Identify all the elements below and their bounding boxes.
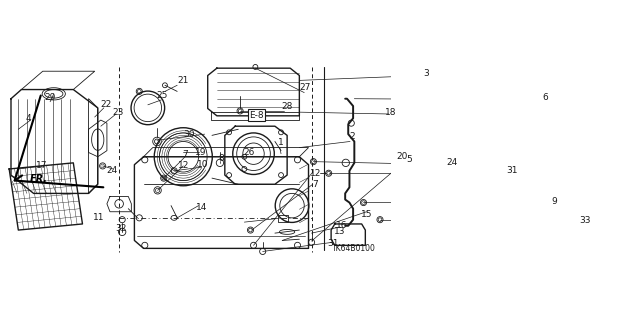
Text: 13: 13: [334, 227, 346, 236]
Text: 5: 5: [406, 155, 412, 164]
Text: 23: 23: [112, 108, 124, 117]
Text: 18: 18: [385, 108, 397, 117]
Text: 17: 17: [36, 161, 47, 170]
Text: 8: 8: [218, 154, 224, 163]
Text: 14: 14: [196, 203, 207, 212]
Text: 19: 19: [195, 148, 206, 157]
Text: E-8: E-8: [249, 111, 264, 120]
Text: 15: 15: [361, 210, 372, 219]
Text: 2: 2: [349, 132, 355, 141]
Text: 3: 3: [423, 69, 429, 78]
Text: 16: 16: [337, 221, 348, 230]
Text: 4: 4: [26, 114, 31, 123]
Text: 7: 7: [312, 180, 317, 189]
Text: 24: 24: [107, 166, 118, 175]
Text: 20: 20: [396, 152, 408, 161]
Text: 32: 32: [115, 224, 127, 233]
Text: FR.: FR.: [29, 174, 47, 184]
Text: 25: 25: [156, 91, 168, 100]
Text: 21: 21: [177, 76, 189, 85]
Text: 26: 26: [244, 148, 255, 157]
Text: 28: 28: [282, 101, 293, 111]
Text: 31: 31: [327, 239, 339, 248]
Text: 7: 7: [182, 151, 188, 160]
Text: 30: 30: [184, 130, 195, 139]
Text: 22: 22: [100, 100, 111, 109]
Text: TK64B0100: TK64B0100: [332, 244, 376, 253]
Text: 12: 12: [177, 161, 189, 170]
Text: 6: 6: [543, 93, 548, 102]
Text: 10: 10: [197, 160, 209, 169]
Text: 24: 24: [447, 158, 458, 167]
Text: 27: 27: [300, 83, 311, 92]
Text: 12: 12: [310, 169, 321, 178]
Text: 9: 9: [552, 197, 557, 206]
Text: 29: 29: [44, 93, 56, 102]
Text: 33: 33: [579, 216, 591, 226]
Text: 11: 11: [93, 213, 105, 222]
Text: 1: 1: [278, 138, 284, 147]
Text: 31: 31: [506, 166, 518, 175]
